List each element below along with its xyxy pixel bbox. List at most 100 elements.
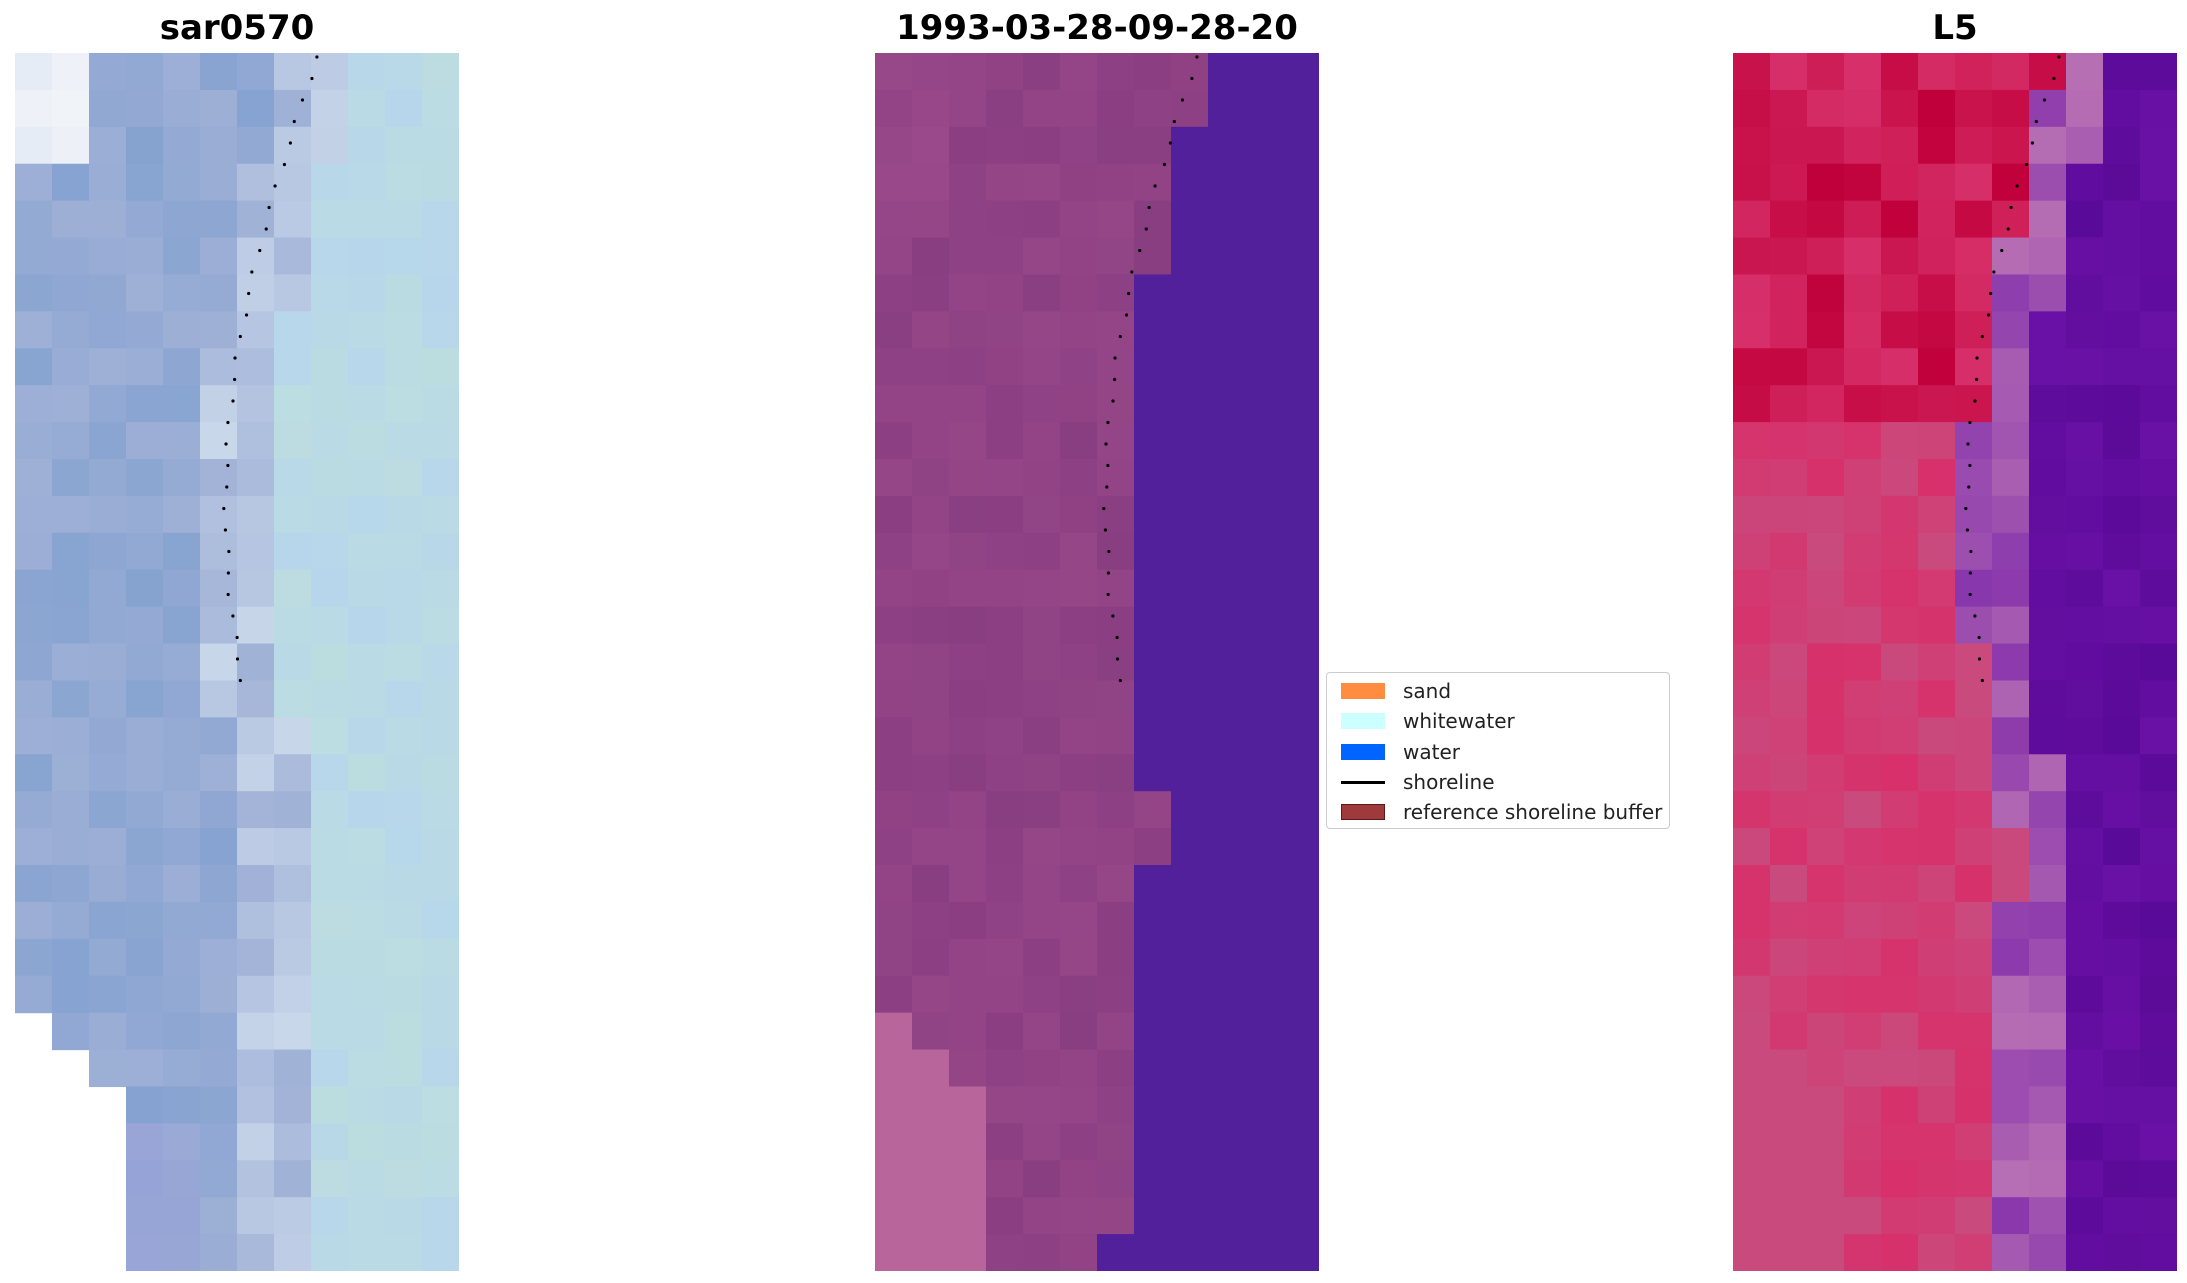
pixel [385, 1234, 423, 1271]
pixel [422, 865, 459, 903]
pixel [163, 459, 201, 497]
pixel [1134, 680, 1172, 718]
shoreline-point [258, 248, 262, 253]
pixel [1918, 1197, 1956, 1235]
pixel [949, 1123, 987, 1161]
pixel [15, 126, 53, 165]
pixel [2103, 1234, 2141, 1271]
pixel [1918, 495, 1956, 534]
pixel [1060, 901, 1098, 940]
pixel [237, 754, 275, 792]
pixel [126, 828, 164, 866]
shoreline-point [1111, 399, 1115, 403]
pixel [200, 459, 238, 497]
pixel [912, 348, 950, 386]
pixel [1955, 938, 1993, 977]
pixel [1282, 532, 1319, 571]
pixel [1060, 459, 1098, 497]
pixel [237, 901, 275, 940]
pixel [912, 1234, 950, 1271]
shoreline-point [1977, 657, 1982, 661]
pixel [1955, 1160, 1993, 1198]
pixel [1060, 717, 1098, 755]
pixel [2140, 680, 2177, 718]
pixel [2066, 1086, 2104, 1124]
pixel [2029, 680, 2067, 718]
pixel [2103, 754, 2141, 792]
pixel [1844, 532, 1882, 571]
shoreline-point [226, 420, 230, 425]
pixel [1955, 200, 1993, 239]
pixel [949, 1160, 987, 1198]
pixel [15, 791, 53, 829]
pixel [1171, 643, 1209, 682]
pixel [200, 938, 238, 977]
shoreline-point [1162, 162, 1167, 167]
shoreline-point [1973, 399, 1977, 403]
pixel [1770, 901, 1808, 940]
pixel [1245, 1086, 1283, 1124]
pixel [89, 1012, 127, 1051]
pixel [1134, 126, 1172, 165]
pixel [1992, 311, 2030, 349]
pixel [1134, 569, 1172, 608]
pixel [1097, 1123, 1135, 1161]
pixel [1060, 422, 1098, 460]
pixel [1881, 126, 1919, 165]
pixel [200, 532, 238, 571]
pixel [1992, 717, 2030, 755]
pixel [348, 938, 386, 977]
pixel [89, 606, 127, 645]
pixel [385, 901, 423, 940]
pixel [1134, 89, 1172, 128]
pixel [2140, 791, 2177, 829]
pixel [126, 1086, 164, 1124]
pixel [163, 385, 201, 423]
pixel [1844, 385, 1882, 423]
pixel [422, 717, 459, 755]
pixel [1208, 163, 1246, 202]
pixel [949, 606, 987, 645]
pixel [348, 754, 386, 792]
pixel [1282, 569, 1319, 608]
pixel [1955, 1012, 1993, 1051]
pixel [1097, 569, 1135, 608]
pixel [52, 532, 90, 571]
pixel [1171, 1197, 1209, 1235]
pixel [2066, 163, 2104, 202]
pixel [1770, 791, 1808, 829]
pixel [2140, 495, 2177, 534]
pixel [1208, 274, 1246, 312]
shoreline-dots [1964, 55, 2061, 683]
pixel [1171, 422, 1209, 460]
pixel [1955, 274, 1993, 312]
pixel [986, 385, 1024, 423]
pixel [2140, 200, 2177, 239]
pixel [2066, 1160, 2104, 1198]
pixel [1208, 1049, 1246, 1088]
pixel [1282, 495, 1319, 534]
pixel [89, 717, 127, 755]
pixel [1881, 1012, 1919, 1051]
pixel [385, 938, 423, 977]
pixel [875, 163, 913, 202]
pixel [1134, 791, 1172, 829]
pixel [163, 532, 201, 571]
pixel [1134, 1086, 1172, 1124]
pixel [348, 865, 386, 903]
pixel [1881, 754, 1919, 792]
pixel [89, 532, 127, 571]
pixel [89, 274, 127, 312]
pixel [1245, 495, 1283, 534]
pixel [2029, 1123, 2067, 1161]
pixel [875, 717, 913, 755]
pixel [875, 459, 913, 497]
pixel [89, 828, 127, 866]
pixel [2103, 1049, 2141, 1088]
pixel [2140, 865, 2177, 903]
legend-line-shoreline [1341, 781, 1385, 784]
pixel [163, 606, 201, 645]
pixel [422, 348, 459, 386]
pixel [274, 791, 312, 829]
pixel [2103, 532, 2141, 571]
